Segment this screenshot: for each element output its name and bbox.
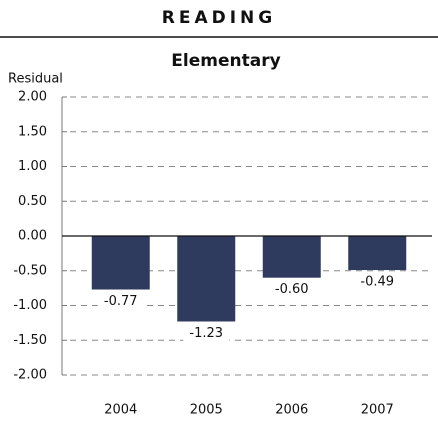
value-label-bg (97, 293, 144, 310)
bar (262, 236, 321, 278)
x-tick-label: 2005 (190, 403, 223, 418)
x-tick-label: 2007 (361, 403, 394, 418)
y-tick-label: 0.00 (18, 229, 47, 244)
y-tick-label: 0.50 (18, 194, 47, 209)
y-tick-label: 2.00 (18, 90, 47, 105)
y-tick-label: -1.50 (13, 333, 47, 348)
bar (177, 236, 236, 322)
chart-title: Elementary (171, 51, 280, 71)
value-label: -0.60 (275, 282, 309, 297)
value-label-bg (354, 274, 401, 291)
x-tick-label: 2004 (104, 403, 137, 418)
y-axis-label: Residual (8, 72, 63, 87)
value-label-bg (268, 281, 315, 298)
y-tick-label: -0.50 (13, 263, 47, 278)
bar (348, 236, 407, 271)
y-tick-label: -2.00 (13, 368, 47, 383)
value-label: -0.77 (104, 294, 138, 309)
x-tick-label: 2006 (275, 403, 308, 418)
y-tick-label: -1.00 (13, 298, 47, 313)
value-label: -0.49 (360, 275, 394, 290)
value-label-bg (183, 325, 230, 342)
y-tick-label: 1.50 (18, 124, 47, 139)
bar (91, 236, 150, 290)
header-title: READING (162, 8, 276, 28)
value-label: -1.23 (189, 326, 223, 341)
y-tick-label: 1.00 (18, 159, 47, 174)
